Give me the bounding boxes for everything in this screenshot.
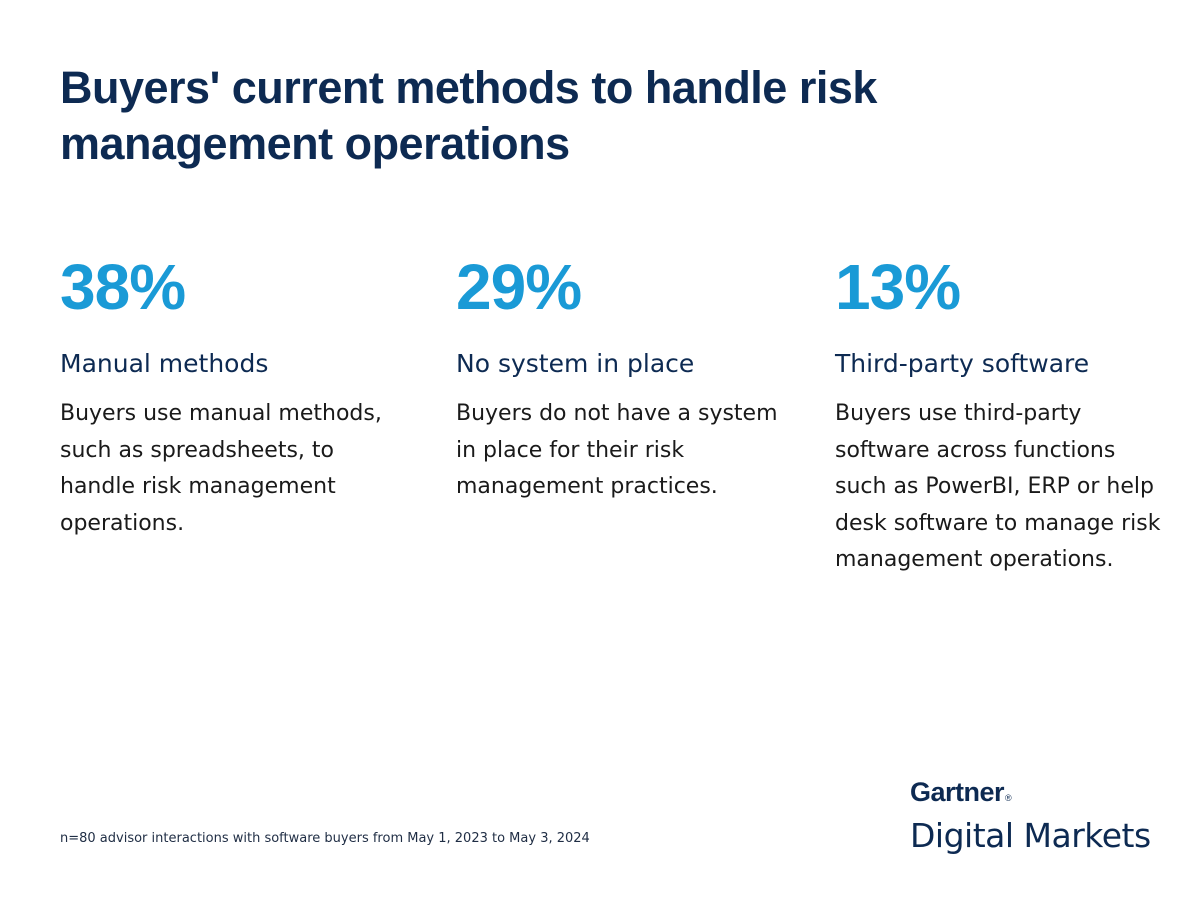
stat-third-party-software: 13% Third-party software Buyers use thir… [835,248,1165,579]
stat-value: 13% [835,251,961,323]
stat-value: 38% [60,251,186,323]
stat-manual-methods: 38% Manual methods Buyers use manual met… [60,248,390,542]
registered-mark: ® [1005,793,1012,803]
stat-no-system: 29% No system in place Buyers do not hav… [456,248,786,506]
page-title: Buyers' current methods to handle risk m… [60,62,877,169]
footnote: n=80 advisor interactions with software … [60,831,590,846]
brand-subtitle: Digital Markets [910,816,1151,855]
stat-label: Third-party software [835,349,1090,378]
stat-label: No system in place [456,349,695,378]
brand-logo: Gartner® Digital Markets [910,776,1151,858]
gartner-logo: Gartner® [910,776,1151,814]
brand-name: Gartner [910,777,1005,807]
stat-description: Buyers use manual methods, such as sprea… [60,401,382,536]
stat-label: Manual methods [60,349,269,378]
stat-description: Buyers do not have a system in place for… [456,401,778,499]
stat-value: 29% [456,251,582,323]
stat-description: Buyers use third-party software across f… [835,401,1161,572]
